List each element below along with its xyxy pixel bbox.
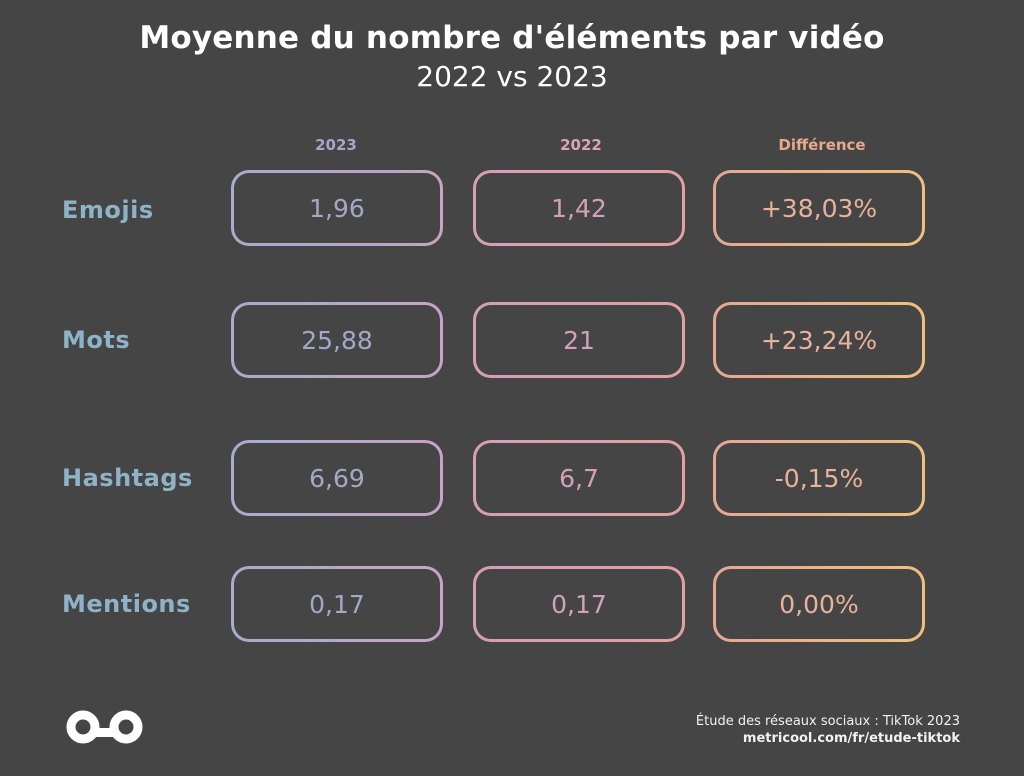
metricool-infinity-icon: [62, 708, 148, 750]
row-label-mots: Mots: [62, 326, 131, 354]
cell-emojis-difference: +38,03%: [713, 170, 925, 246]
row-label-emojis: Emojis: [62, 196, 154, 224]
row-label-hashtags: Hashtags: [62, 464, 193, 492]
column-header-2022: 2022: [560, 136, 602, 154]
cell-mots-difference: +23,24%: [713, 302, 925, 378]
cell-hashtags-2022: 6,7: [473, 440, 685, 516]
cell-hashtags-difference: -0,15%: [713, 440, 925, 516]
chart-subtitle: 2022 vs 2023: [416, 60, 608, 93]
cell-mentions-difference: 0,00%: [713, 566, 925, 642]
column-header-difference: Différence: [778, 136, 866, 154]
chart-title: Moyenne du nombre d'éléments par vidéo: [139, 20, 885, 56]
source-note: Étude des réseaux sociaux : TikTok 2023 …: [696, 713, 960, 747]
cell-mentions-2022: 0,17: [473, 566, 685, 642]
cell-hashtags-2023: 6,69: [231, 440, 443, 516]
cell-mentions-2023: 0,17: [231, 566, 443, 642]
cell-mots-2022: 21: [473, 302, 685, 378]
source-url[interactable]: metricool.com/fr/etude-tiktok: [742, 731, 960, 746]
source-line: Étude des réseaux sociaux : TikTok 2023: [695, 714, 960, 729]
row-label-mentions: Mentions: [62, 590, 191, 618]
cell-emojis-2022: 1,42: [473, 170, 685, 246]
column-header-2023: 2023: [315, 136, 357, 154]
cell-mots-2023: 25,88: [231, 302, 443, 378]
cell-emojis-2023: 1,96: [231, 170, 443, 246]
